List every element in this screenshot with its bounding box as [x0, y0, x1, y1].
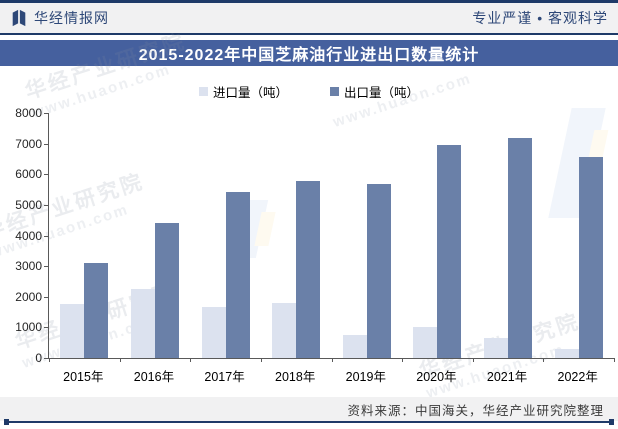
import-bar-2015	[60, 304, 85, 358]
plot-area	[44, 113, 615, 362]
y-tick-mark	[44, 327, 48, 329]
y-tick-mark	[44, 143, 48, 145]
legend-label: 进口量（吨）	[212, 85, 288, 100]
import-bar-2016	[130, 289, 155, 358]
bar-group	[261, 113, 332, 358]
export-bar-2021	[508, 137, 533, 358]
export-bar-2019	[366, 184, 391, 358]
y-tick-label: 6000	[15, 167, 42, 182]
y-tick-mark	[44, 358, 48, 359]
source-note: 资料来源：中国海关，华经产业研究院整理	[347, 403, 604, 418]
x-axis-labels: 2015年 2016年 2017年 2018年 2019年 2020年 2021年 2022年	[48, 366, 613, 385]
y-tick-mark	[44, 113, 48, 114]
y-tick-label: 5000	[15, 197, 42, 212]
x-tick-label: 2017年	[204, 370, 245, 384]
export-bar-2017	[225, 192, 250, 358]
bar-group	[543, 113, 614, 358]
bottom-border	[4, 419, 614, 425]
x-tick-mark	[614, 358, 615, 362]
bar-group	[49, 113, 120, 358]
legend-label: 出口量（吨）	[344, 85, 420, 100]
x-tick-mark	[472, 358, 474, 362]
y-tick-mark	[44, 296, 48, 298]
top-border	[0, 0, 618, 3]
x-tick-mark	[49, 358, 50, 362]
brand: 华经情报网	[10, 8, 109, 28]
legend: 进口量（吨） 出口量（吨）	[0, 82, 618, 101]
bar-group	[190, 113, 261, 358]
y-tick-mark	[44, 204, 48, 206]
export-bar-2022	[578, 157, 603, 358]
import-bar-2017	[201, 307, 226, 358]
bar-group	[120, 113, 191, 358]
x-tick-label: 2016年	[133, 370, 175, 384]
bar-group	[473, 113, 544, 358]
export-bar-2020	[437, 145, 462, 358]
x-tick-label: 2021年	[486, 370, 528, 384]
bar-groups	[49, 113, 614, 358]
export-bar-2018	[296, 180, 321, 358]
x-tick-mark	[260, 358, 262, 362]
x-tick-mark	[190, 358, 192, 362]
legend-item-import: 进口量（吨）	[198, 82, 288, 101]
y-tick-label: 0	[35, 351, 42, 365]
chart-title: 2015-2022年中国芝麻油行业进出口数量统计	[0, 40, 618, 66]
export-bar-2015	[84, 263, 109, 358]
y-tick-label: 7000	[15, 136, 42, 151]
y-tick-mark	[44, 266, 48, 268]
bar-group	[402, 113, 473, 358]
import-bar-2018	[272, 302, 297, 358]
x-tick-mark	[331, 358, 333, 362]
import-bar-2021	[484, 338, 509, 358]
x-tick-mark	[119, 358, 121, 362]
bar-group	[332, 113, 403, 358]
x-tick-mark	[543, 358, 545, 362]
import-bar-2019	[342, 335, 367, 358]
x-tick-label: 2018年	[275, 370, 316, 384]
x-tick-label: 2020年	[416, 370, 457, 384]
legend-swatch-icon	[198, 86, 208, 96]
import-bar-2022	[554, 348, 579, 358]
export-bar-2016	[154, 223, 179, 358]
y-tick-label: 4000	[15, 228, 42, 243]
y-tick-label: 2000	[15, 289, 42, 304]
header-slogan: 专业严谨 • 客观科学	[472, 10, 608, 26]
y-tick-label: 1000	[15, 320, 42, 335]
x-tick-label: 2022年	[557, 370, 598, 384]
import-bar-2020	[413, 327, 438, 358]
y-tick-label: 8000	[15, 106, 42, 120]
y-axis: 0 1000 2000 3000 4000 5000 6000 7000 8000	[0, 106, 42, 365]
header: 华经情报网 专业严谨 • 客观科学	[0, 3, 618, 35]
x-tick-label: 2019年	[345, 370, 386, 384]
y-tick-mark	[44, 235, 48, 237]
footer: 资料来源：中国海关，华经产业研究院整理	[0, 397, 618, 421]
brand-name: 华经情报网	[34, 10, 109, 26]
x-tick-mark	[402, 358, 404, 362]
legend-swatch-icon	[330, 86, 339, 96]
legend-item-export: 出口量（吨）	[330, 82, 419, 101]
y-tick-mark	[44, 174, 48, 176]
brand-logo-icon	[12, 9, 26, 27]
y-tick-label: 3000	[15, 259, 42, 274]
x-tick-label: 2015年	[63, 370, 104, 384]
